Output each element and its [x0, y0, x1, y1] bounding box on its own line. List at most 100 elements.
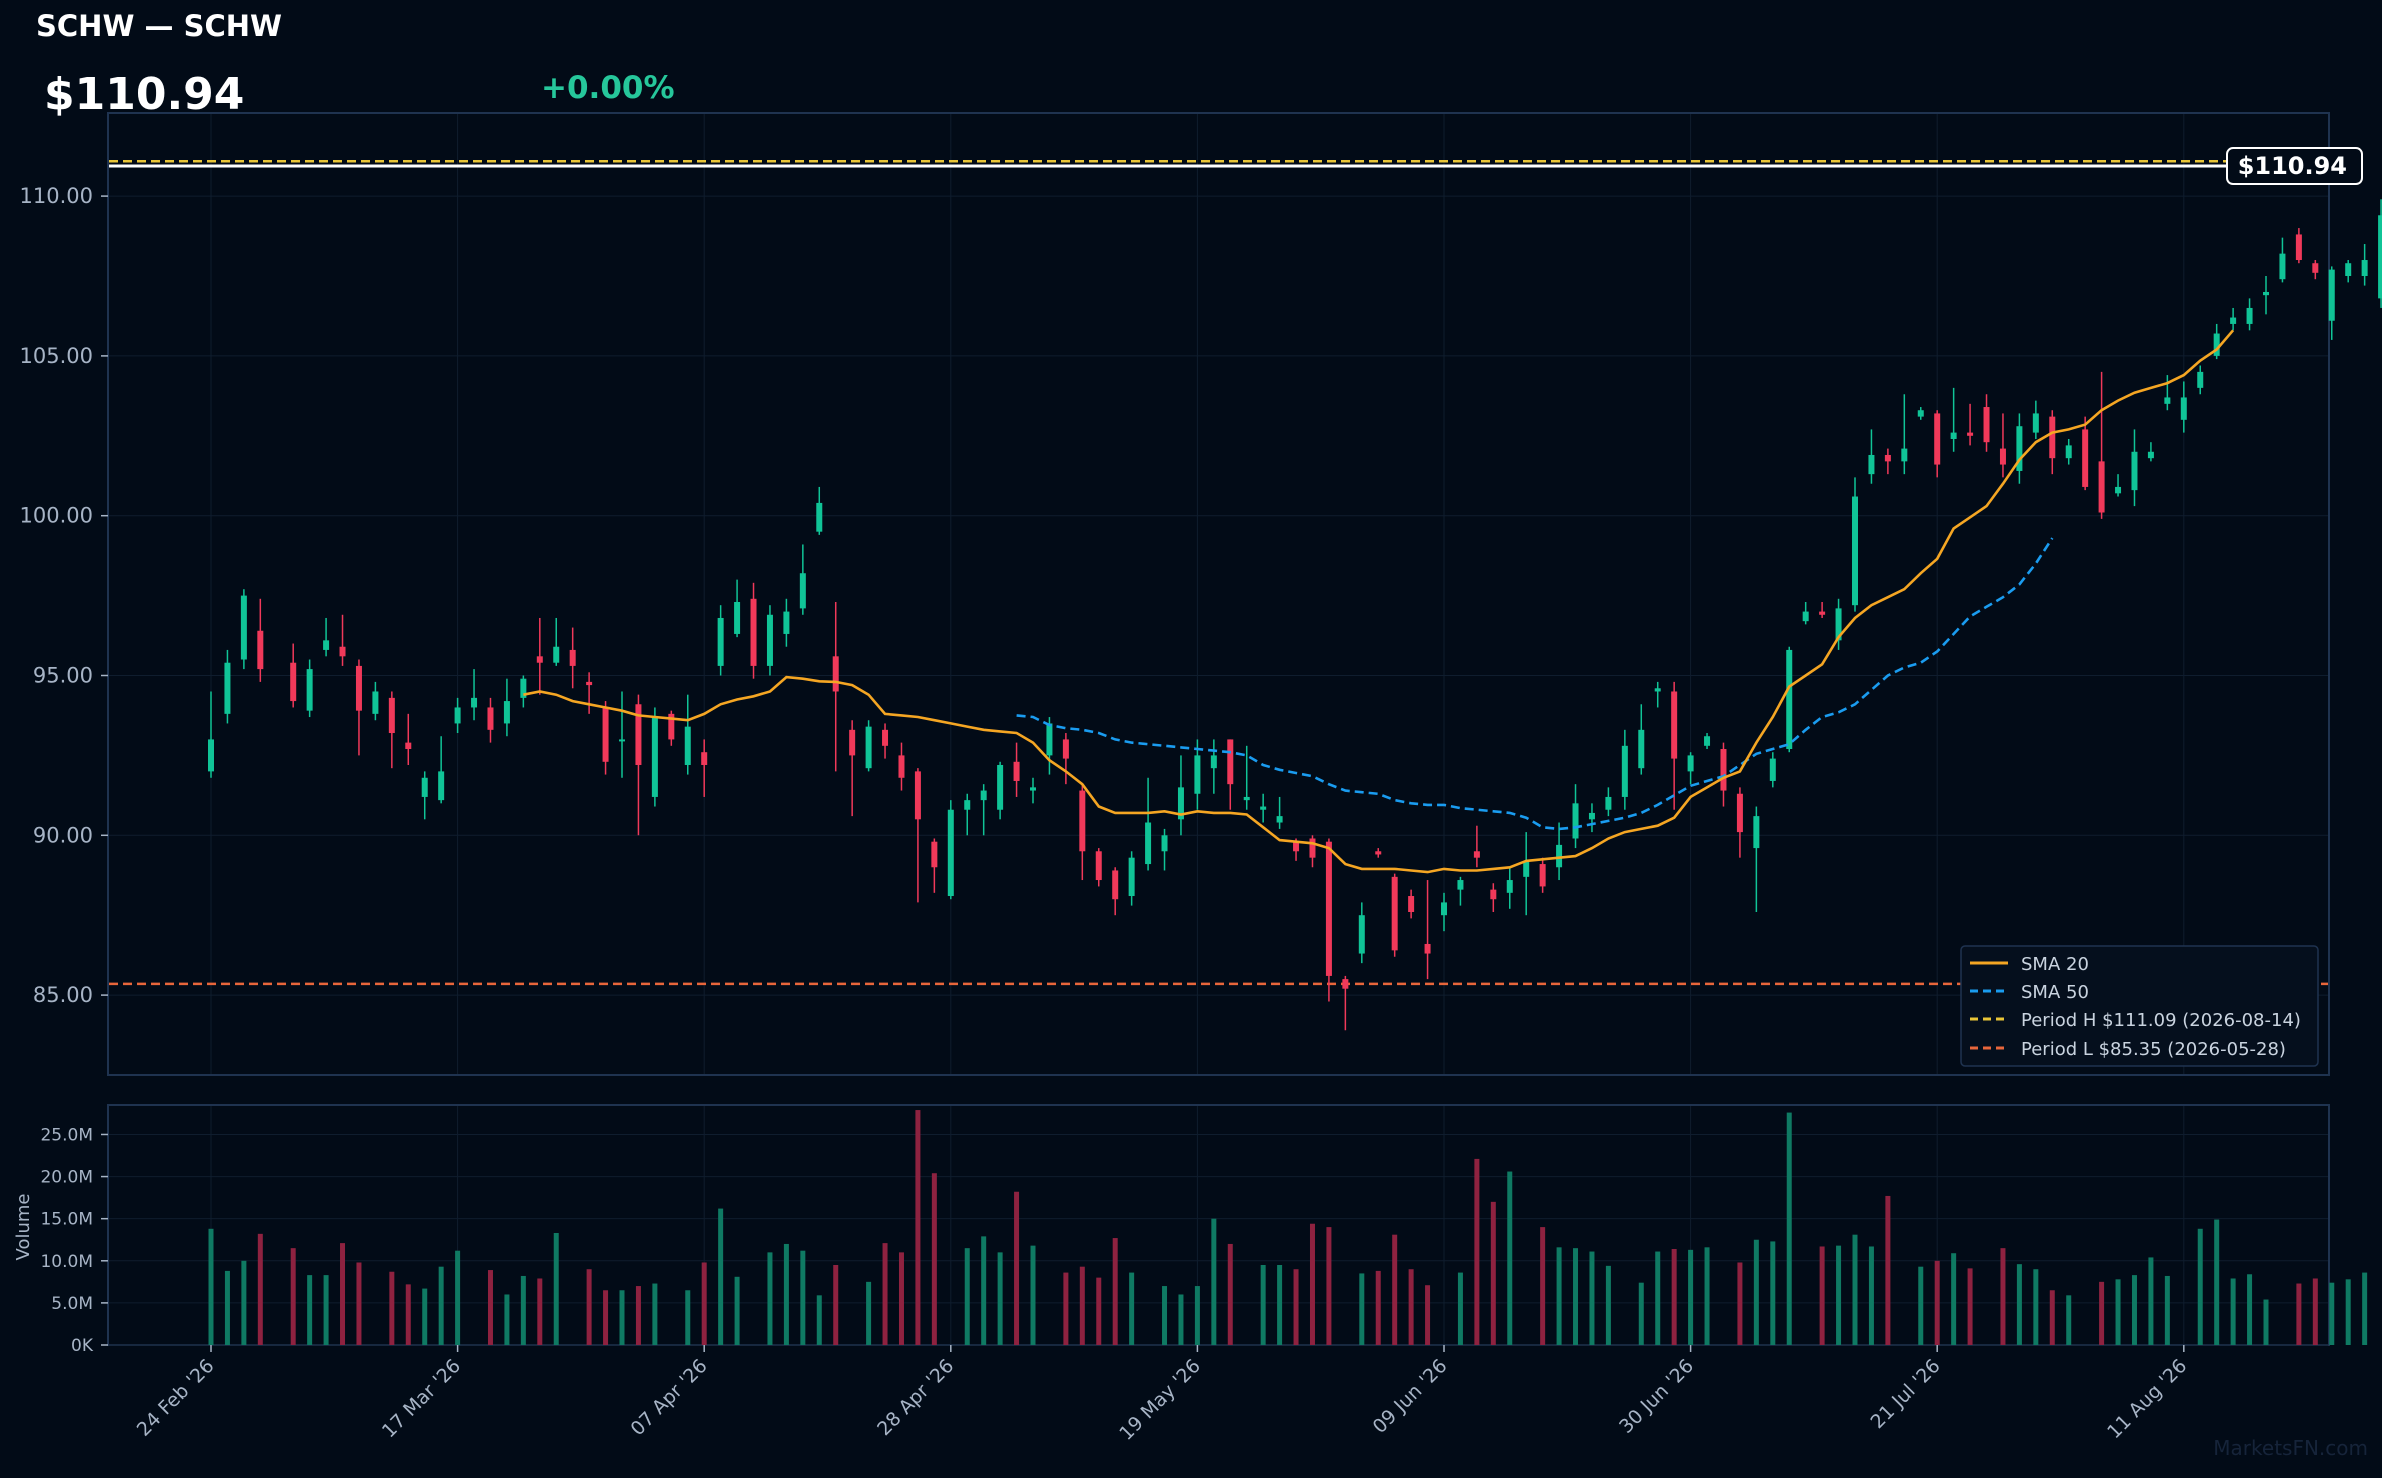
volume-bar-up	[1655, 1252, 1660, 1345]
candle-body-down	[1737, 794, 1743, 832]
candle-body-up	[718, 618, 724, 666]
legend-label-sma50: SMA 50	[2021, 982, 2089, 1003]
candle-body-up	[2263, 292, 2269, 295]
volume-bar-down	[1096, 1278, 1101, 1345]
volume-bar-up	[998, 1252, 1003, 1345]
volume-bar-down	[603, 1290, 608, 1345]
volume-bar-down	[1080, 1267, 1085, 1345]
candle-body-down	[882, 730, 888, 746]
volume-bar-up	[1589, 1252, 1594, 1345]
legend-label-sma20: SMA 20	[2021, 954, 2089, 975]
price-tick-label: 90.00	[33, 823, 93, 847]
volume-bar-up	[2165, 1276, 2170, 1345]
candle-body-up	[208, 739, 214, 771]
candle-body-down	[1934, 413, 1940, 464]
candle-body-down	[1967, 433, 1973, 436]
volume-bar-up	[2198, 1229, 2203, 1345]
candle-body-up	[1523, 861, 1529, 877]
candle-body-down	[487, 707, 493, 729]
candle-body-up	[1605, 797, 1611, 810]
candle-body-down	[1408, 896, 1414, 912]
candle-body-up	[1688, 755, 1694, 771]
candle-body-up	[2214, 334, 2220, 356]
candle-body-up	[981, 791, 987, 801]
candle-body-up	[1918, 410, 1924, 416]
candle-body-up	[1803, 612, 1809, 622]
volume-bar-down	[2050, 1290, 2055, 1345]
candle-body-up	[2279, 254, 2285, 280]
candle-body-down	[701, 752, 707, 765]
candle-body-down	[586, 682, 592, 685]
volume-bar-down	[1326, 1227, 1331, 1345]
volume-bar-up	[307, 1275, 312, 1345]
candle-body-up	[2164, 397, 2170, 403]
volume-bar-up	[2033, 1269, 2038, 1345]
volume-bar-up	[2346, 1279, 2351, 1345]
candle-body-up	[1359, 915, 1365, 953]
volume-bar-down	[488, 1270, 493, 1345]
volume-bar-down	[1820, 1246, 1825, 1345]
candle-body-up	[1046, 723, 1052, 755]
candle-body-down	[1375, 851, 1381, 854]
candle-body-down	[635, 704, 641, 765]
volume-bar-up	[965, 1248, 970, 1345]
candle-body-up	[2247, 308, 2253, 324]
volume-bar-up	[241, 1261, 246, 1345]
volume-bar-up	[2362, 1273, 2367, 1345]
candle-body-down	[849, 730, 855, 756]
candle-body-up	[1951, 433, 1957, 439]
volume-bar-up	[1688, 1250, 1693, 1345]
volume-bar-up	[866, 1282, 871, 1345]
volume-bar-down	[1014, 1192, 1019, 1345]
candle-body-down	[1079, 791, 1085, 852]
candle-body-up	[767, 615, 773, 666]
volume-bar-down	[1968, 1268, 1973, 1345]
volume-bar-down	[406, 1284, 411, 1345]
volume-tick-label: 20.0M	[40, 1168, 93, 1188]
candle-body-down	[931, 842, 937, 868]
candle-body-down	[1474, 851, 1480, 857]
volume-bar-up	[1836, 1246, 1841, 1345]
volume-bar-up	[1869, 1246, 1874, 1345]
candle-body-down	[340, 647, 346, 657]
candle-body-up	[2115, 487, 2121, 493]
volume-tick-label: 0K	[71, 1336, 94, 1356]
volume-bar-down	[291, 1248, 296, 1345]
candle-body-up	[1457, 880, 1463, 890]
volume-bar-down	[1737, 1262, 1742, 1345]
volume-bar-up	[1754, 1240, 1759, 1345]
candle-body-down	[2082, 429, 2088, 487]
candle-body-up	[1852, 497, 1858, 606]
candle-body-up	[1786, 650, 1792, 749]
volume-bar-up	[504, 1294, 509, 1345]
legend-label-period-high: Period H $111.09 (2026-08-14)	[2021, 1010, 2301, 1031]
volume-bar-down	[1392, 1235, 1397, 1345]
candle-body-up	[455, 707, 461, 723]
candle-body-up	[1211, 755, 1217, 768]
candle-body-up	[1145, 823, 1151, 865]
volume-bar-up	[735, 1277, 740, 1345]
watermark: MarketsFN.com	[2213, 1436, 2368, 1460]
volume-bar-up	[455, 1251, 460, 1345]
candle-body-up	[2230, 318, 2236, 324]
candle-body-up	[1589, 813, 1595, 819]
candle-body-up	[2329, 270, 2335, 321]
last-price-tag: $110.94	[2227, 148, 2362, 184]
volume-bar-down	[1063, 1273, 1068, 1345]
candle-body-up	[1162, 835, 1168, 851]
volume-bar-up	[2066, 1295, 2071, 1345]
candle-body-down	[1112, 870, 1118, 899]
candle-body-up	[372, 691, 378, 713]
volume-bar-up	[2214, 1220, 2219, 1345]
candle-body-up	[964, 800, 970, 810]
volume-bar-down	[258, 1234, 263, 1345]
volume-bar-up	[2231, 1278, 2236, 1345]
candle-body-up	[783, 612, 789, 634]
volume-bar-down	[1885, 1196, 1890, 1345]
volume-bar-up	[2116, 1279, 2121, 1345]
volume-bar-down	[2099, 1282, 2104, 1345]
price-tick-label: 95.00	[33, 663, 93, 687]
candle-body-down	[2296, 234, 2302, 260]
volume-bar-down	[2000, 1248, 2005, 1345]
